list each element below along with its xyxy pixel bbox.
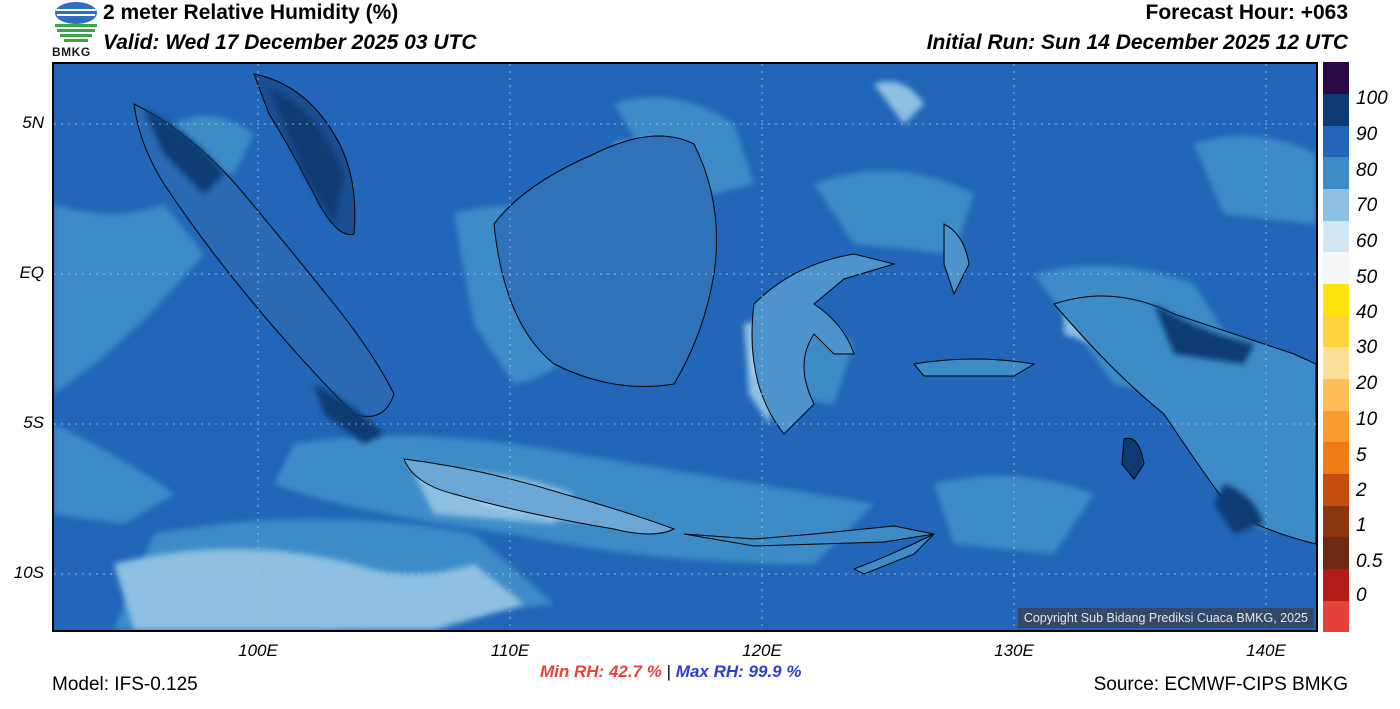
max-rh-label: Max RH: xyxy=(675,662,744,681)
colorbar-segment xyxy=(1323,188,1349,221)
stats-separator: | xyxy=(666,662,672,681)
colorbar-label-5: 5 xyxy=(1356,445,1367,466)
colorbar-segment xyxy=(1323,600,1349,633)
colorbar-segment xyxy=(1323,252,1349,285)
colorbar-label-70: 70 xyxy=(1356,195,1378,216)
colorbar-label-10: 10 xyxy=(1356,409,1378,430)
colorbar-segment xyxy=(1323,93,1349,126)
humidity-map: Copyright Sub Bidang Prediksi Cuaca BMKG… xyxy=(52,62,1318,632)
colorbar-segment xyxy=(1323,473,1349,506)
min-rh-value: 42.7 % xyxy=(608,662,662,681)
sulawesi-land xyxy=(751,253,896,435)
aru-land xyxy=(1121,437,1145,480)
colorbar-label-1: 1 xyxy=(1356,515,1367,536)
colorbar-segment xyxy=(1323,505,1349,538)
copyright-notice: Copyright Sub Bidang Prediksi Cuaca BMKG… xyxy=(1017,608,1314,628)
colorbar-segment xyxy=(1323,315,1349,348)
model-label: Model: IFS-0.125 xyxy=(52,674,198,695)
colorbar-segment xyxy=(1323,347,1349,380)
bmkg-logo xyxy=(50,0,102,60)
lon-label-140e: 140E xyxy=(1246,641,1286,660)
colorbar-segment xyxy=(1323,568,1349,601)
colorbar-label-30: 30 xyxy=(1356,337,1378,358)
rh-90-100-region xyxy=(144,89,1264,534)
colorbar-label-100: 100 xyxy=(1356,88,1388,109)
lon-label-110e: 110E xyxy=(490,641,530,660)
map-title: 2 meter Relative Humidity (%) xyxy=(103,1,399,24)
colorbar-segment xyxy=(1323,220,1349,253)
rh-stats: Min RH: 42.7 % | Max RH: 99.9 % xyxy=(540,662,801,682)
logo-text: BMKG xyxy=(52,45,91,59)
forecast-hour: Forecast Hour: +063 xyxy=(1145,1,1349,24)
lon-label-130e: 130E xyxy=(994,641,1034,660)
colorbar-label-40: 40 xyxy=(1356,302,1378,323)
colorbar-label-50: 50 xyxy=(1356,267,1378,288)
colorbar-label-2: 2 xyxy=(1356,480,1367,501)
java-land xyxy=(403,458,676,535)
seram-land xyxy=(913,358,1036,377)
timor-land xyxy=(852,533,935,575)
min-rh-label: Min RH: xyxy=(540,662,605,681)
lat-label-10s: 10S xyxy=(13,563,44,582)
colorbar-segment xyxy=(1323,537,1349,570)
colorbar-label-80: 80 xyxy=(1356,160,1378,181)
lat-label-5n: 5N xyxy=(22,113,44,132)
colorbar-segment xyxy=(1323,62,1349,95)
halmahera-land xyxy=(943,223,970,296)
colorbar-label-0.5: 0.5 xyxy=(1356,551,1383,572)
colorbar-segment xyxy=(1323,157,1349,190)
colorbar-label-20: 20 xyxy=(1356,373,1378,394)
colorbar-segment xyxy=(1323,378,1349,411)
lesser-sunda-land xyxy=(683,525,935,547)
lon-label-120e: 120E xyxy=(742,641,782,660)
source-label: Source: ECMWF-CIPS BMKG xyxy=(1093,674,1348,695)
colorbar-label-90: 90 xyxy=(1356,124,1378,145)
max-rh-value: 99.9 % xyxy=(748,662,802,681)
colorbar-segment xyxy=(1323,410,1349,443)
colorbar-label-60: 60 xyxy=(1356,231,1378,252)
papua-land xyxy=(1053,295,1316,545)
colorbar-label-0: 0 xyxy=(1356,585,1367,606)
graticule xyxy=(54,64,1316,630)
lon-label-100e: 100E xyxy=(238,641,278,660)
colorbar xyxy=(1323,62,1349,633)
colorbar-segment xyxy=(1323,442,1349,475)
colorbar-segment xyxy=(1323,283,1349,316)
colorbar-segment xyxy=(1323,125,1349,158)
lat-label-5s: 5S xyxy=(23,413,44,432)
lat-label-eq: EQ xyxy=(19,263,44,282)
initial-run: Initial Run: Sun 14 December 2025 12 UTC xyxy=(926,31,1348,54)
valid-time: Valid: Wed 17 December 2025 03 UTC xyxy=(103,31,477,54)
